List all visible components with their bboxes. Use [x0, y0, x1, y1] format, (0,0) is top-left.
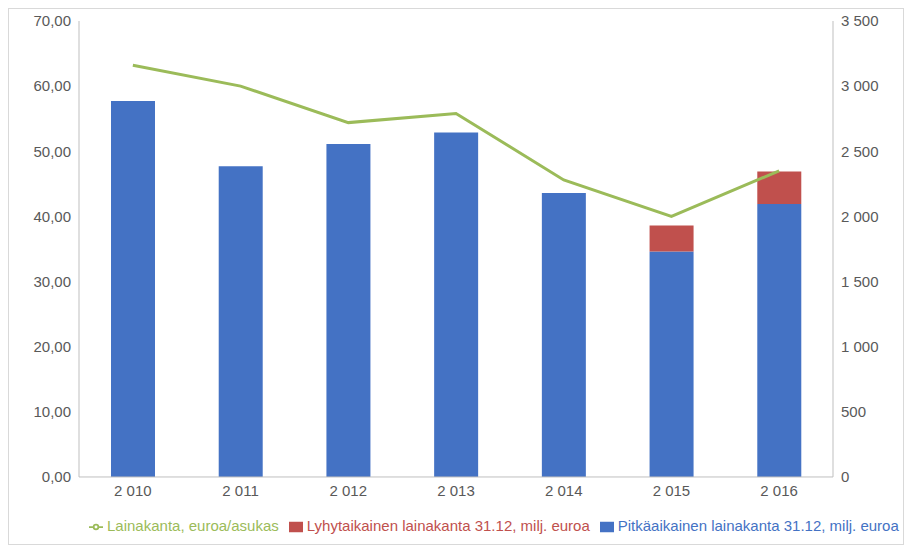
svg-text:1 000: 1 000	[841, 338, 879, 355]
html-text:Lyhytaikainen lainakanta 31.12: Lyhytaikainen lainakanta 31.12, milj. eu…	[306, 517, 590, 534]
svg-text:2 010: 2 010	[114, 482, 152, 499]
svg-text:2 500: 2 500	[841, 143, 879, 160]
svg-text:2 014: 2 014	[545, 482, 583, 499]
svg-text:2 013: 2 013	[437, 482, 475, 499]
svg-text:2 016: 2 016	[760, 482, 798, 499]
svg-text:500: 500	[841, 403, 866, 420]
svg-text:3 500: 3 500	[841, 12, 879, 29]
svg-text:2 015: 2 015	[653, 482, 691, 499]
svg-text:50,00: 50,00	[33, 143, 71, 160]
svg-text:70,00: 70,00	[33, 12, 71, 29]
svg-text:10,00: 10,00	[33, 403, 71, 420]
svg-text:20,00: 20,00	[33, 338, 71, 355]
svg-text:2 012: 2 012	[330, 482, 368, 499]
svg-text:2 000: 2 000	[841, 208, 879, 225]
svg-text:30,00: 30,00	[33, 273, 71, 290]
svg-text:60,00: 60,00	[33, 77, 71, 94]
svg-text:0: 0	[841, 468, 849, 485]
svg-text:1 500: 1 500	[841, 273, 879, 290]
svg-text:40,00: 40,00	[33, 208, 71, 225]
svg-text:2 011: 2 011	[222, 482, 258, 499]
html-text:Pitkäaikainen lainakanta 31.12: Pitkäaikainen lainakanta 31.12, milj. eu…	[617, 517, 899, 534]
html-text:Lainakanta, euroa/asukas: Lainakanta, euroa/asukas	[107, 517, 279, 534]
svg-text:3 000: 3 000	[841, 77, 879, 94]
svg-text:0,00: 0,00	[42, 468, 71, 485]
